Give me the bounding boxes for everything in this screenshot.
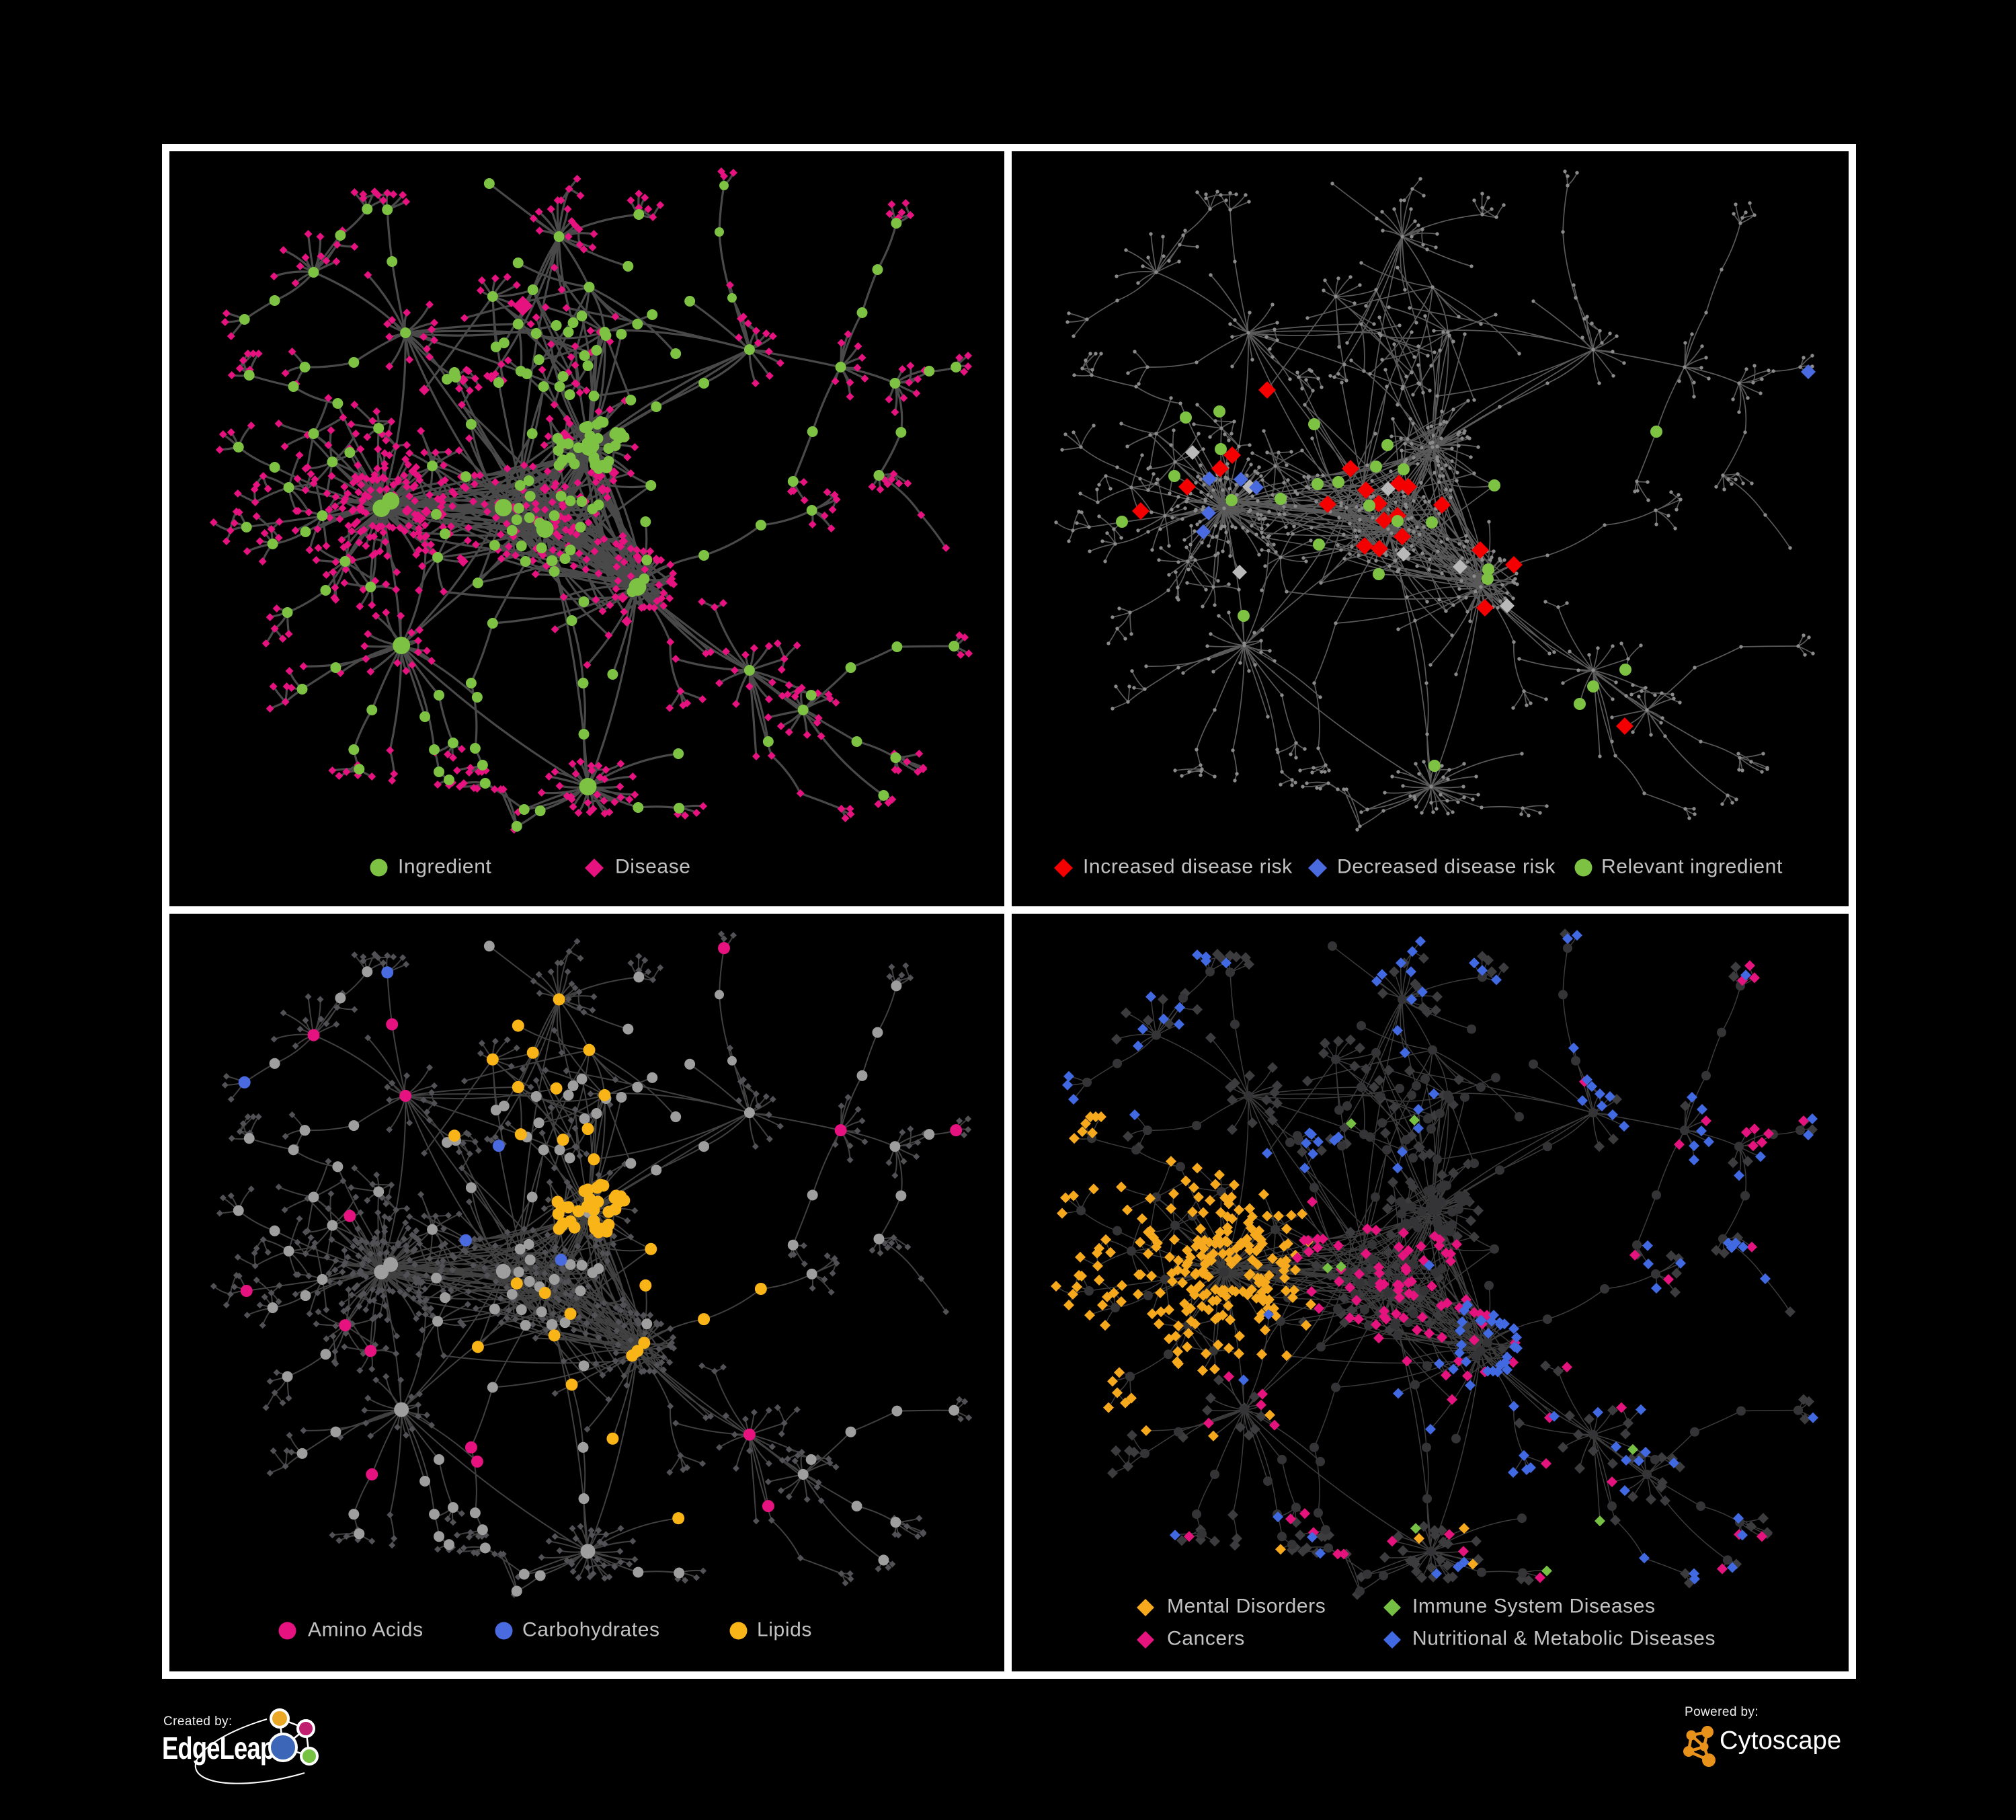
svg-text:Created by:: Created by: [163, 1714, 233, 1729]
svg-text:EdgeLeap: EdgeLeap [162, 1731, 274, 1766]
